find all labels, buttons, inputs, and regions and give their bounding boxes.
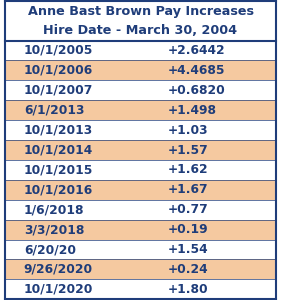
Text: 10/1/2016: 10/1/2016: [24, 183, 93, 196]
Text: +4.4685: +4.4685: [168, 64, 225, 77]
Bar: [5, 80, 276, 100]
Text: +1.498: +1.498: [168, 104, 217, 117]
Text: 6/20/20: 6/20/20: [24, 243, 76, 256]
Bar: [5, 260, 276, 279]
Bar: [5, 100, 276, 120]
Text: +1.54: +1.54: [168, 243, 208, 256]
Text: 10/1/2015: 10/1/2015: [24, 164, 93, 176]
Bar: [5, 140, 276, 160]
Text: 3/3/2018: 3/3/2018: [24, 223, 84, 236]
Text: +1.57: +1.57: [168, 143, 209, 157]
Text: +0.77: +0.77: [168, 203, 209, 216]
Text: +2.6442: +2.6442: [168, 44, 225, 57]
Text: +1.80: +1.80: [168, 283, 208, 296]
Bar: [5, 200, 276, 220]
Text: +0.24: +0.24: [168, 263, 208, 276]
Bar: [5, 279, 276, 299]
Text: Anne Bast Brown Pay Increases: Anne Bast Brown Pay Increases: [28, 4, 253, 17]
Text: +1.62: +1.62: [168, 164, 208, 176]
Text: Hire Date - March 30, 2004: Hire Date - March 30, 2004: [44, 24, 237, 37]
Bar: [5, 60, 276, 80]
Text: 10/1/2006: 10/1/2006: [24, 64, 93, 77]
Bar: [5, 120, 276, 140]
Bar: [5, 40, 276, 60]
Text: 10/1/2013: 10/1/2013: [24, 124, 93, 136]
Text: +1.03: +1.03: [168, 124, 208, 136]
Bar: [5, 180, 276, 200]
Text: +0.19: +0.19: [168, 223, 208, 236]
Text: 10/1/2007: 10/1/2007: [24, 84, 93, 97]
Text: 1/6/2018: 1/6/2018: [24, 203, 84, 216]
Text: 10/1/2020: 10/1/2020: [24, 283, 93, 296]
Text: 10/1/2005: 10/1/2005: [24, 44, 93, 57]
Bar: [5, 240, 276, 260]
Bar: [5, 220, 276, 240]
Text: 6/1/2013: 6/1/2013: [24, 104, 84, 117]
Text: 10/1/2014: 10/1/2014: [24, 143, 93, 157]
Bar: [5, 160, 276, 180]
Bar: [5, 1, 276, 41]
Text: 9/26/2020: 9/26/2020: [24, 263, 93, 276]
Text: +0.6820: +0.6820: [168, 84, 225, 97]
Text: +1.67: +1.67: [168, 183, 208, 196]
